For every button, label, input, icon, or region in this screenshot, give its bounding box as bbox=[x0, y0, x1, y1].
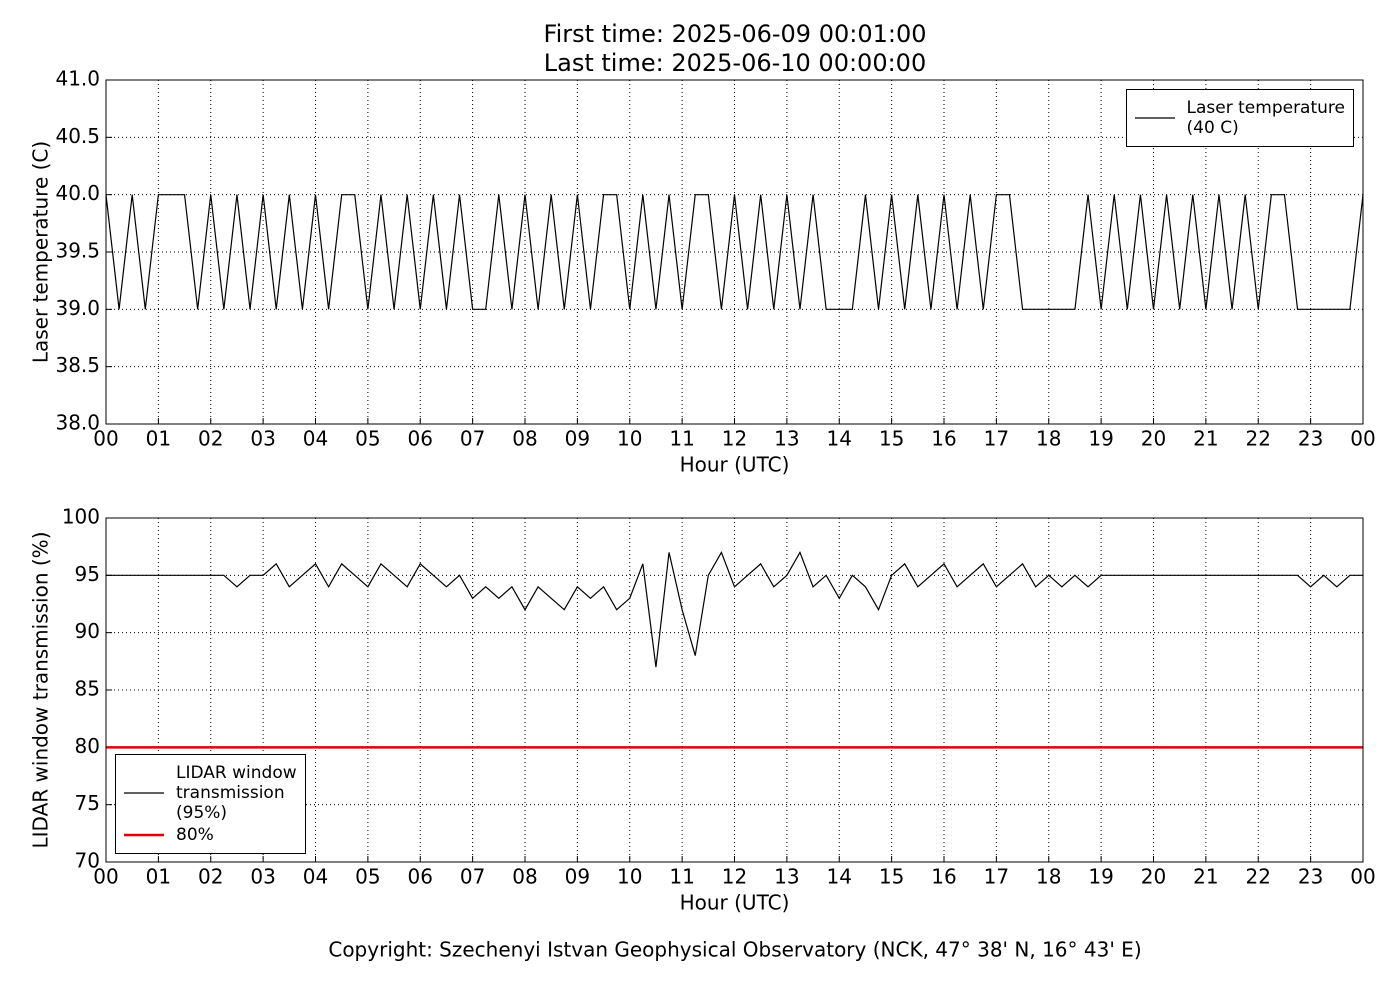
x-tick-label: 22 bbox=[1246, 865, 1271, 889]
x-tick-label: 10 bbox=[617, 427, 642, 451]
legend-entry: LIDAR window transmission (95%) bbox=[124, 763, 297, 823]
x-tick-label: 14 bbox=[827, 865, 852, 889]
y-tick-label: 80 bbox=[75, 734, 100, 758]
x-tick-label: 10 bbox=[617, 865, 642, 889]
x-tick-label: 03 bbox=[250, 427, 275, 451]
legend: Laser temperature (40 C) bbox=[1125, 89, 1354, 147]
x-tick-label: 14 bbox=[827, 427, 852, 451]
x-tick-label: 15 bbox=[879, 427, 904, 451]
y-tick-label: 38.5 bbox=[55, 353, 100, 377]
x-tick-label: 00 bbox=[93, 865, 118, 889]
y-tick-label: 38.0 bbox=[55, 411, 100, 435]
x-axis-label: Hour (UTC) bbox=[680, 891, 790, 915]
y-tick-label: 39.0 bbox=[55, 296, 100, 320]
y-tick-label: 40.5 bbox=[55, 124, 100, 148]
x-tick-label: 09 bbox=[565, 865, 590, 889]
x-tick-label: 23 bbox=[1298, 427, 1323, 451]
y-tick-label: 75 bbox=[75, 791, 100, 815]
footer: Copyright: Szechenyi Istvan Geophysical … bbox=[328, 938, 1141, 962]
legend-label: 80% bbox=[176, 825, 214, 845]
x-tick-label: 00 bbox=[1350, 427, 1375, 451]
x-tick-label: 19 bbox=[1088, 427, 1113, 451]
legend-swatch bbox=[124, 792, 164, 794]
data-line bbox=[106, 550, 1363, 668]
x-tick-label: 01 bbox=[146, 427, 171, 451]
y-tick-label: 100 bbox=[62, 505, 100, 529]
legend-label: Laser temperature (40 C) bbox=[1186, 98, 1345, 138]
x-tick-label: 02 bbox=[198, 865, 223, 889]
x-tick-label: 11 bbox=[669, 865, 694, 889]
y-tick-label: 85 bbox=[75, 677, 100, 701]
y-tick-label: 70 bbox=[75, 849, 100, 873]
data-line bbox=[105, 194, 1364, 310]
x-tick-label: 12 bbox=[722, 865, 747, 889]
x-tick-label: 15 bbox=[879, 865, 904, 889]
x-tick-label: 16 bbox=[931, 427, 956, 451]
x-tick-label: 20 bbox=[1141, 865, 1166, 889]
y-axis-label: Laser temperature (C) bbox=[29, 141, 53, 363]
plot-frame bbox=[105, 517, 1364, 863]
x-tick-label: 20 bbox=[1141, 427, 1166, 451]
x-tick-label: 22 bbox=[1246, 427, 1271, 451]
x-tick-label: 07 bbox=[460, 427, 485, 451]
x-tick-label: 00 bbox=[1350, 865, 1375, 889]
x-tick-label: 06 bbox=[408, 865, 433, 889]
x-tick-label: 02 bbox=[198, 427, 223, 451]
x-tick-label: 18 bbox=[1036, 865, 1061, 889]
x-tick-label: 08 bbox=[512, 427, 537, 451]
legend-entry: 80% bbox=[124, 825, 297, 845]
x-tick-label: 19 bbox=[1088, 865, 1113, 889]
y-tick-label: 40.0 bbox=[55, 181, 100, 205]
plot-frame bbox=[105, 79, 1364, 425]
y-tick-label: 39.5 bbox=[55, 239, 100, 263]
x-tick-label: 04 bbox=[303, 865, 328, 889]
x-tick-label: 12 bbox=[722, 427, 747, 451]
legend-swatch bbox=[124, 833, 164, 837]
x-tick-label: 05 bbox=[355, 427, 380, 451]
legend: LIDAR window transmission (95%) 80% bbox=[115, 754, 306, 854]
x-tick-label: 04 bbox=[303, 427, 328, 451]
x-tick-label: 03 bbox=[250, 865, 275, 889]
legend-entry: Laser temperature (40 C) bbox=[1134, 98, 1345, 138]
legend-label: LIDAR window transmission (95%) bbox=[176, 763, 297, 823]
y-tick-label: 41.0 bbox=[55, 67, 100, 91]
title: First time: 2025-06-09 00:01:00 bbox=[544, 20, 927, 48]
x-tick-label: 08 bbox=[512, 865, 537, 889]
x-tick-label: 05 bbox=[355, 865, 380, 889]
y-tick-label: 95 bbox=[75, 562, 100, 586]
x-tick-label: 13 bbox=[774, 865, 799, 889]
x-tick-label: 01 bbox=[146, 865, 171, 889]
x-tick-label: 13 bbox=[774, 427, 799, 451]
x-tick-label: 21 bbox=[1193, 427, 1218, 451]
x-tick-label: 07 bbox=[460, 865, 485, 889]
x-tick-label: 11 bbox=[669, 427, 694, 451]
legend-swatch bbox=[1134, 117, 1175, 119]
x-axis-label: Hour (UTC) bbox=[680, 453, 790, 477]
x-tick-label: 17 bbox=[984, 865, 1009, 889]
x-tick-label: 18 bbox=[1036, 427, 1061, 451]
x-tick-label: 00 bbox=[93, 427, 118, 451]
y-axis-label: LIDAR window transmission (%) bbox=[29, 532, 53, 849]
x-tick-label: 17 bbox=[984, 427, 1009, 451]
subtitle: Last time: 2025-06-10 00:00:00 bbox=[544, 49, 926, 77]
y-tick-label: 90 bbox=[75, 619, 100, 643]
x-tick-label: 09 bbox=[565, 427, 590, 451]
x-tick-label: 16 bbox=[931, 865, 956, 889]
x-tick-label: 23 bbox=[1298, 865, 1323, 889]
x-tick-label: 21 bbox=[1193, 865, 1218, 889]
x-tick-label: 06 bbox=[408, 427, 433, 451]
